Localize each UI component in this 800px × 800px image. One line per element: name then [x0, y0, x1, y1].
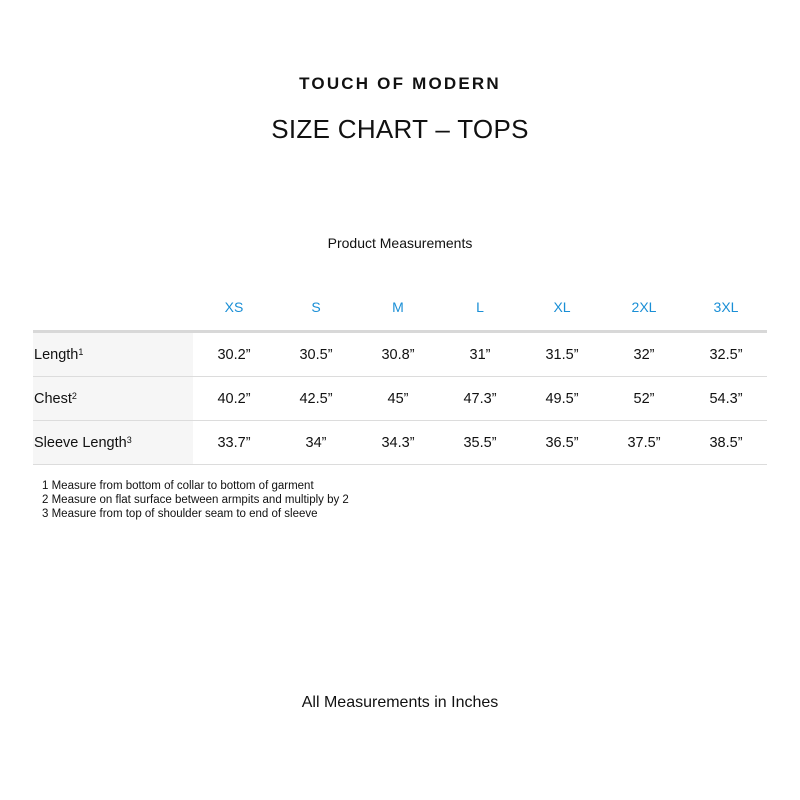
empty-header-cell	[33, 284, 193, 333]
table-row: Length1 30.2” 30.5” 30.8” 31” 31.5” 32” 32.5”	[33, 331, 767, 377]
footnote-marker: 3	[126, 434, 132, 445]
measurement-cell: 40.2”	[193, 376, 275, 421]
measurement-cell: 37.5”	[603, 420, 685, 465]
size-header-row: XS S M L XL 2XL 3XL	[33, 284, 767, 333]
size-header: M	[357, 284, 439, 333]
measurement-cell: 54.3”	[685, 376, 767, 421]
measurement-cell: 32”	[603, 331, 685, 377]
measurement-cell: 45”	[357, 376, 439, 421]
table-caption: Product Measurements	[327, 235, 473, 251]
measurement-cell: 30.2”	[193, 331, 275, 377]
footnote-marker: 1	[78, 346, 84, 357]
table-row: Sleeve Length3 33.7” 34” 34.3” 35.5” 36.5” 37.…	[33, 420, 767, 465]
measurement-cell: 31.5”	[521, 331, 603, 377]
size-header: 3XL	[685, 284, 767, 333]
measurement-cell: 33.7”	[193, 420, 275, 465]
row-label-cell: Sleeve Length3	[33, 420, 193, 465]
measurement-cell: 31”	[439, 331, 521, 377]
measurement-cell: 30.5”	[275, 331, 357, 377]
brand-logo: TOUCH OF MODERN	[299, 74, 501, 93]
measurement-cell: 34.3”	[357, 420, 439, 465]
measurement-cell: 38.5”	[685, 420, 767, 465]
page-title: SIZE CHART – TOPS	[271, 114, 529, 144]
measurement-cell: 35.5”	[439, 420, 521, 465]
measurement-cell: 47.3”	[439, 376, 521, 421]
row-label-cell: Length1	[33, 331, 193, 377]
footnote-marker: 2	[71, 390, 77, 401]
row-label-cell: Chest2	[33, 376, 193, 421]
measurement-cell: 42.5”	[275, 376, 357, 421]
footnote: 3 Measure from top of shoulder seam to e…	[42, 508, 318, 520]
footnotes: 1 Measure from bottom of collar to botto…	[42, 479, 349, 521]
measurement-cell: 30.8”	[357, 331, 439, 377]
size-header: L	[439, 284, 521, 333]
size-header: S	[275, 284, 357, 333]
measurement-cell: 52”	[603, 376, 685, 421]
row-label: Chest	[34, 390, 72, 407]
units-note: All Measurements in Inches	[301, 694, 499, 711]
size-header: 2XL	[603, 284, 685, 333]
row-label: Sleeve Length	[34, 434, 127, 451]
footnote: 1 Measure from bottom of collar to botto…	[42, 480, 314, 492]
footnote: 2 Measure on flat surface between armpit…	[42, 494, 349, 506]
row-label: Length	[34, 346, 79, 363]
measurement-cell: 49.5”	[521, 376, 603, 421]
table-row: Chest2 40.2” 42.5” 45” 47.3” 49.5” 52” 54.3”	[33, 376, 767, 421]
measurement-cell: 34”	[275, 420, 357, 465]
size-header: XS	[193, 284, 275, 333]
measurement-cell: 32.5”	[685, 331, 767, 377]
size-chart-table: XS S M L XL 2XL 3XL Length1 30.2” 30.5” 30.8” 31” 3…	[33, 284, 767, 465]
size-header: XL	[521, 284, 603, 333]
measurement-cell: 36.5”	[521, 420, 603, 465]
